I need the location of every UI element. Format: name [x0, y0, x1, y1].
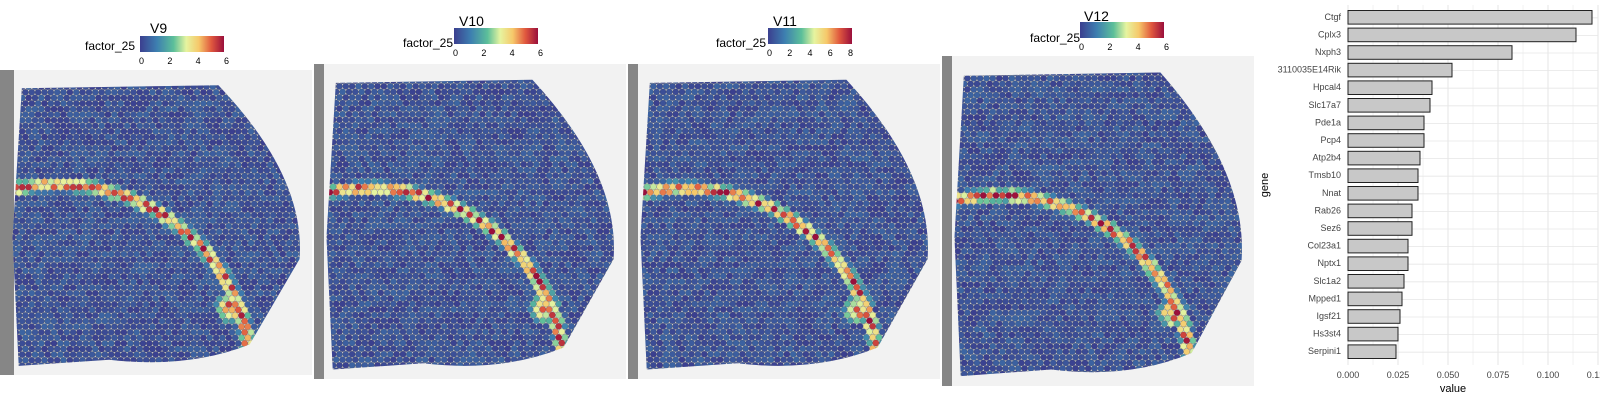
y-axis-title: gene [1259, 173, 1271, 197]
bar [1347, 221, 1413, 236]
legend-title: factor_25 [1030, 31, 1081, 45]
tick-label-y: Serpini1 [1308, 346, 1341, 356]
tick-label-x: 0.000 [1337, 370, 1360, 380]
tick-label-y: Nptx1 [1317, 258, 1341, 268]
colorbar [768, 28, 852, 44]
bar [1347, 186, 1419, 201]
tick-label-y: Rab26 [1314, 205, 1341, 215]
tissue-spot-map [314, 64, 626, 379]
panel-title: V11 [773, 13, 797, 29]
bar [1347, 344, 1397, 359]
tick-label-y: Ctgf [1324, 12, 1341, 22]
tick-label-y: Hs3st4 [1313, 329, 1341, 339]
tick-label-y: Mpped1 [1308, 293, 1341, 303]
tick-label-x: 0.075 [1487, 370, 1510, 380]
bar [1347, 62, 1453, 78]
tick-label-y: Tmsb10 [1308, 170, 1341, 180]
tick-label-y: Pde1a [1315, 117, 1341, 127]
tick-label-y: Nnat [1322, 188, 1342, 198]
bar [1347, 238, 1409, 254]
tissue-spot-map [628, 64, 940, 379]
bar [1347, 203, 1413, 219]
bar [1347, 274, 1405, 289]
tick-label-x: 0.125 [1587, 370, 1600, 380]
bar [1347, 80, 1433, 96]
tick-label-y: Cplx3 [1318, 29, 1341, 39]
bar [1347, 168, 1419, 183]
bar [1347, 10, 1593, 25]
tick-label-x: 0.100 [1537, 370, 1560, 380]
bar [1347, 256, 1409, 271]
bar [1347, 45, 1513, 60]
tick-label-x: 0.050 [1437, 370, 1460, 380]
bar [1347, 98, 1431, 113]
legend-title: factor_25 [403, 36, 454, 50]
bar [1347, 150, 1421, 166]
panel-title: V10 [459, 13, 484, 29]
tick-label-y: Col23a1 [1307, 241, 1341, 251]
panel-title: V9 [150, 20, 168, 36]
tick-label-y: Igsf21 [1316, 311, 1341, 321]
x-axis-title: value [1440, 383, 1466, 395]
bar [1347, 291, 1403, 307]
colorbar [454, 28, 538, 44]
colorbar [1080, 22, 1164, 38]
panel-title: V12 [1084, 8, 1109, 24]
tick-label-y: 3110035E14Rik [1278, 65, 1342, 75]
tick-label-x: 0.025 [1387, 370, 1410, 380]
bar [1347, 326, 1399, 342]
tissue-spot-map [942, 56, 1254, 386]
colorbar [140, 36, 224, 52]
tick-label-y: Nxph3 [1315, 47, 1341, 57]
tick-label-y: Atp2b4 [1312, 153, 1341, 163]
tick-label-y: Pcp4 [1320, 135, 1341, 145]
tick-label-y: Slc1a2 [1313, 276, 1341, 286]
tick-label-y: Hpcal4 [1313, 82, 1341, 92]
tick-label-y: Sez6 [1320, 223, 1341, 233]
legend-title: factor_25 [85, 39, 136, 53]
gene-loading-bar-chart: Ctgf Cplx3 Nxph3 3110035E14Rik Hpcal4 Slc17a7… [1259, 5, 1600, 395]
bar [1347, 133, 1425, 148]
legend-title: factor_25 [716, 36, 767, 50]
bar [1347, 309, 1401, 324]
bar [1347, 27, 1577, 43]
tissue-spot-map [0, 70, 312, 375]
tick-label-y: Slc17a7 [1308, 100, 1341, 110]
bar [1347, 115, 1425, 131]
